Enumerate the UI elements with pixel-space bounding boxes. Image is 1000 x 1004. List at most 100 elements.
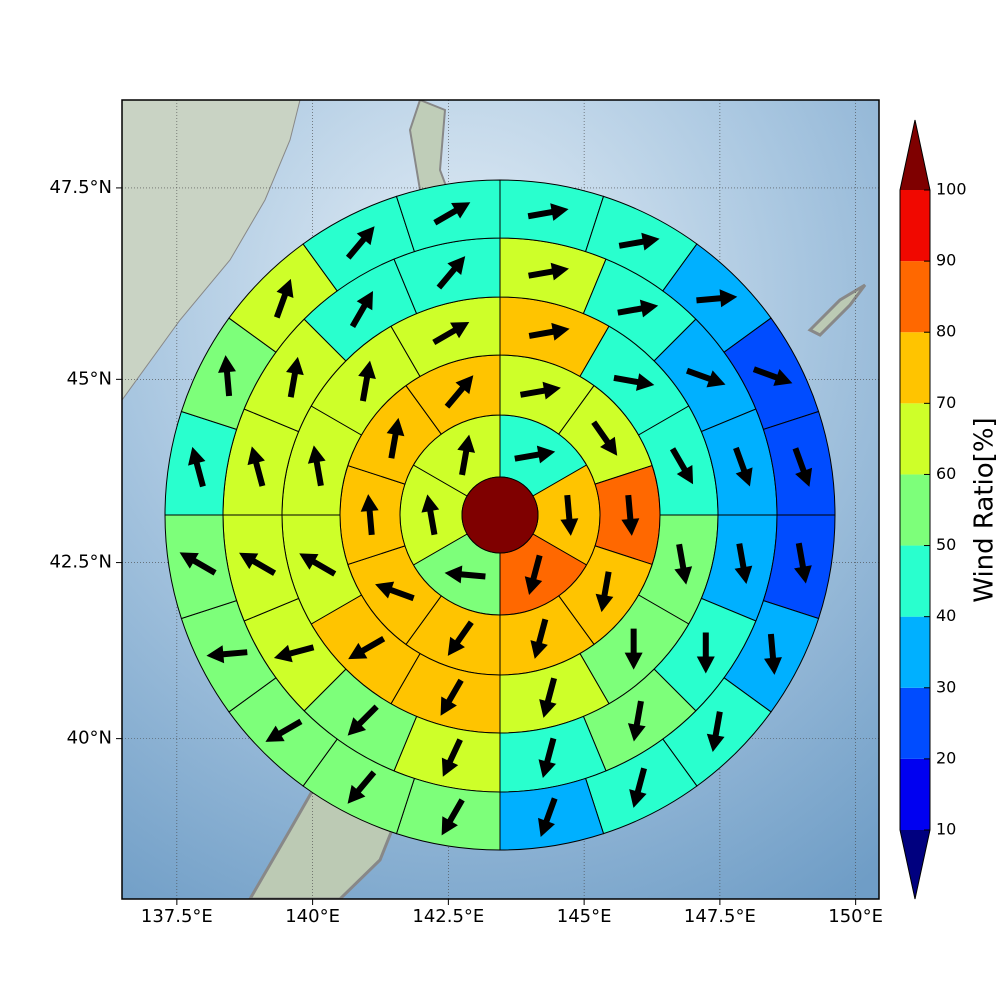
wind-arrow [733, 446, 753, 487]
wind-arrow [457, 434, 476, 476]
wind-arrow [273, 644, 315, 663]
wind-arrow [528, 262, 569, 281]
wind-arrow [539, 677, 557, 718]
wind-arrow [528, 322, 570, 341]
colorbar-tick-label: 50 [936, 535, 956, 554]
wind-arrow [595, 571, 614, 613]
land [122, 100, 301, 401]
land [807, 283, 867, 337]
y-tick-label: 47.5°N [49, 177, 112, 198]
colorbar-tick-label: 90 [936, 251, 956, 270]
wind-arrow [752, 366, 793, 386]
wind-arrow [206, 645, 248, 664]
wind-arrow [360, 494, 379, 536]
wind-arrow [307, 445, 326, 487]
wind-arrow [591, 420, 618, 456]
wind-arrow [617, 299, 659, 318]
wind-arrow [218, 355, 236, 397]
wind-arrow [669, 447, 694, 485]
x-tick-label: 145°E [557, 906, 612, 927]
wind-arrow [447, 620, 474, 656]
sectors [164, 179, 836, 851]
axes-frame [121, 99, 880, 900]
wind-arrow [519, 381, 561, 400]
wind-arrow [734, 543, 753, 584]
center-disk [461, 476, 539, 554]
y-tick-label: 40°N [67, 728, 112, 749]
wind-arrow [764, 633, 782, 675]
wind-arrow [618, 232, 660, 251]
wind-arrow [421, 494, 440, 536]
wind-arrow [685, 367, 726, 388]
wind-arrow [696, 632, 715, 674]
wind-arrow [514, 445, 556, 464]
wind-arrow [538, 737, 557, 779]
wind-arrow [444, 375, 474, 409]
wind-arrow [436, 256, 466, 290]
wind-arrow [265, 718, 303, 742]
wind-arrow [794, 542, 812, 584]
colorbar-bin [900, 545, 930, 617]
colorbar-tick-label: 60 [936, 464, 956, 483]
wind-arrow [349, 291, 373, 329]
wind-arrow [706, 711, 725, 753]
wind-arrow [432, 321, 470, 346]
colorbar-bin [900, 687, 930, 759]
x-tick-label: 147.5°E [684, 906, 756, 927]
wind-arrow [560, 494, 579, 536]
arrows [179, 202, 813, 837]
colorbar-bin [900, 616, 930, 688]
colorbar-under [900, 830, 930, 899]
wind-arrow [629, 767, 647, 808]
colorbar-bin [900, 261, 930, 333]
wind-arrow [696, 289, 738, 308]
wind-arrow [527, 203, 569, 221]
wind-arrow [239, 552, 277, 576]
colorbar-tick-label: 20 [936, 748, 956, 767]
colorbar-bin [900, 758, 930, 830]
wind-arrow [627, 700, 646, 742]
colorbar-bin [900, 474, 930, 546]
wind-arrow [441, 738, 463, 777]
x-tick-label: 150°E [828, 906, 883, 927]
wind-arrow [538, 797, 558, 837]
colorbar-tick-label: 40 [936, 606, 956, 625]
colorbar-bin [900, 190, 930, 262]
wind-arrow [530, 618, 549, 659]
wind-arrow [613, 373, 655, 391]
colorbar-over [900, 120, 930, 190]
colorbar-bin [900, 403, 930, 475]
wind-arrow [347, 770, 377, 804]
wind-arrow [674, 543, 693, 585]
wind-arrow [792, 447, 813, 487]
x-tick-label: 137.5°E [141, 906, 213, 927]
colorbar-label: Wind Ratio[%] [970, 417, 1000, 602]
wind-arrow [273, 278, 294, 319]
wind-arrow [444, 565, 486, 584]
wind-arrow [286, 356, 304, 398]
wind-arrow [299, 553, 337, 577]
colorbar-bin [900, 332, 930, 404]
colorbar-tick-label: 10 [936, 820, 956, 839]
wind-arrow [345, 226, 375, 260]
wind-arrow [440, 678, 464, 716]
wind-arrow [375, 581, 415, 602]
wind-arrow [348, 636, 386, 660]
y-tick-label: 45°N [67, 368, 112, 389]
wind-arrow [247, 446, 266, 487]
wind-arrow [624, 628, 643, 670]
wind-arrow [358, 360, 376, 402]
wind-arrow [386, 417, 405, 459]
colorbar-tick-label: 100 [936, 180, 967, 199]
wind-arrow [524, 554, 543, 596]
colorbar-tick-label: 30 [936, 677, 956, 696]
wind-arrow [621, 494, 640, 536]
wind-arrow [347, 704, 379, 736]
y-tick-label: 42.5°N [49, 552, 112, 573]
colorbar: 10 20 30 40 50 60 70 80 90 100 [899, 119, 967, 900]
x-tick-label: 142.5°E [412, 906, 484, 927]
wind-arrow [179, 552, 217, 576]
colorbar-tick-label: 70 [936, 393, 956, 412]
colorbar-tick-label: 80 [936, 322, 956, 341]
